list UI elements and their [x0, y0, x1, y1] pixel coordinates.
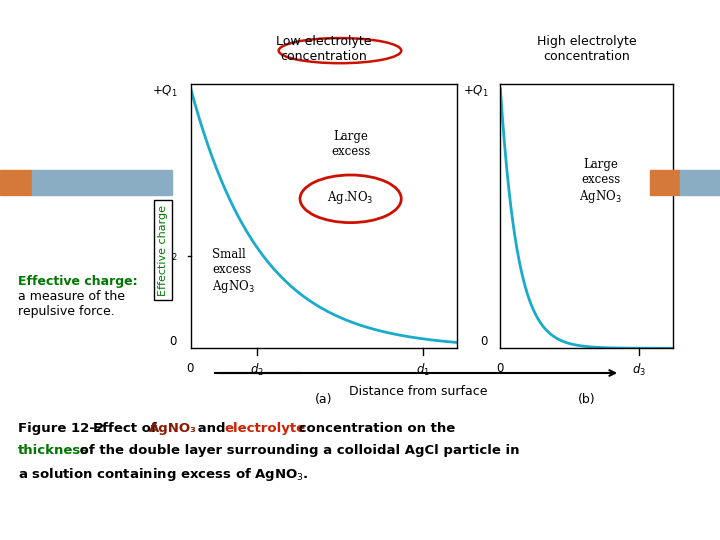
Text: $+Q_1$: $+Q_1$ [152, 84, 178, 99]
Text: Distance from surface: Distance from surface [348, 385, 487, 398]
Text: a measure of the: a measure of the [18, 290, 125, 303]
Text: $+Q_1$: $+Q_1$ [463, 84, 488, 99]
Text: $d_1$: $d_1$ [415, 362, 430, 377]
Text: Effective charge:: Effective charge: [18, 275, 138, 288]
Text: $0$: $0$ [496, 362, 505, 375]
Text: and: and [193, 422, 230, 435]
Text: $d_2$: $d_2$ [251, 362, 264, 377]
Text: Large
excess: Large excess [331, 130, 370, 158]
Text: $+Q_2$: $+Q_2$ [152, 248, 178, 263]
Bar [680, 170, 720, 195]
Text: a solution containing excess of AgNO$_3$.: a solution containing excess of AgNO$_3$… [18, 466, 309, 483]
Text: $0$: $0$ [480, 335, 488, 348]
Bar [650, 170, 680, 195]
Text: concentration on the: concentration on the [294, 422, 455, 435]
Text: (b): (b) [578, 393, 595, 406]
Text: $0$: $0$ [186, 362, 195, 375]
Bar [0, 170, 32, 195]
Bar [32, 170, 172, 195]
Text: Low electrolyte
concentration: Low electrolyte concentration [276, 35, 372, 63]
Text: thickness: thickness [18, 444, 89, 457]
Text: (a): (a) [315, 393, 333, 406]
Text: Ag.NO$_3$: Ag.NO$_3$ [328, 189, 374, 206]
Text: $d_3$: $d_3$ [631, 362, 646, 377]
Text: of the double layer surrounding a colloidal AgCl particle in: of the double layer surrounding a colloi… [75, 444, 520, 457]
Text: Small
excess
AgNO$_3$: Small excess AgNO$_3$ [212, 248, 255, 295]
Text: Effective charge: Effective charge [158, 205, 168, 295]
Text: Effect of: Effect of [93, 422, 161, 435]
Text: Large
excess
AgNO$_3$: Large excess AgNO$_3$ [580, 158, 622, 205]
Text: electrolyte: electrolyte [224, 422, 305, 435]
Text: repulsive force.: repulsive force. [18, 305, 114, 318]
Text: AgNO₃: AgNO₃ [149, 422, 197, 435]
Text: Figure 12-2: Figure 12-2 [18, 422, 109, 435]
Text: High electrolyte
concentration: High electrolyte concentration [537, 35, 636, 63]
Text: $0$: $0$ [169, 335, 178, 348]
